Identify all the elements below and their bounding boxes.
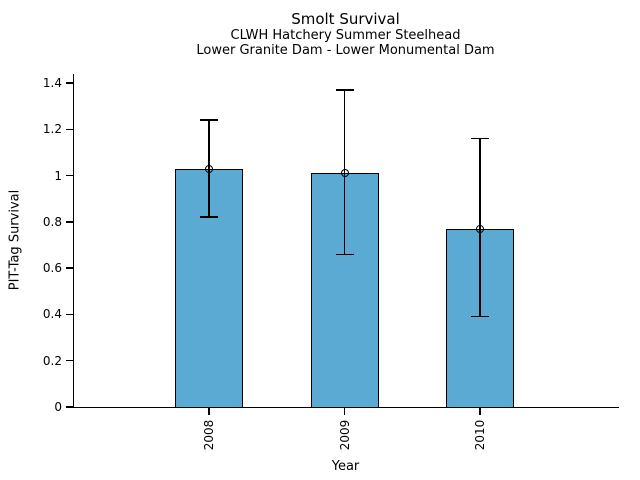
y-axis-label: PIT-Tag Survival (7, 189, 23, 291)
y-tick (66, 359, 73, 362)
y-tick (66, 221, 73, 223)
x-tick (479, 408, 481, 415)
error-bar-cap-top (471, 137, 489, 140)
chart-subtitle-line1: CLWH Hatchery Summer Steelhead (230, 28, 461, 43)
x-tick-label: 2010 (473, 419, 487, 451)
y-tick-label: 0.6 (42, 261, 62, 276)
chart-title: Smolt Survival (291, 10, 400, 28)
y-tick-label: 1.2 (42, 122, 62, 137)
bar (310, 173, 379, 408)
chart-subtitle-line2: Lower Granite Dam - Lower Monumental Dam (196, 43, 495, 58)
data-point-marker (476, 224, 484, 233)
x-axis-label: Year (331, 459, 360, 474)
y-tick (66, 82, 73, 84)
data-point-marker (340, 169, 349, 178)
data-point-marker (205, 164, 213, 173)
error-bar-cap-top (200, 119, 218, 121)
y-axis-line (72, 74, 74, 408)
error-bar-cap-top (335, 89, 354, 91)
y-tick (66, 174, 73, 177)
y-tick (66, 406, 73, 408)
y-tick-label: 0 (54, 400, 62, 414)
bar (175, 168, 243, 408)
y-tick (66, 128, 73, 131)
x-tick (343, 408, 346, 415)
error-bar-cap-bottom (471, 315, 489, 318)
y-tick (66, 313, 73, 316)
y-tick (66, 267, 73, 269)
y-tick-label: 1 (54, 168, 62, 183)
y-tick-label: 0.4 (42, 307, 62, 322)
error-bar-cap-bottom (335, 253, 354, 255)
y-tick-label: 0.2 (42, 353, 62, 368)
y-tick-label: 1.4 (42, 76, 62, 90)
x-tick (208, 408, 210, 415)
x-tick-label: 2009 (337, 419, 352, 451)
error-bar-cap-bottom (200, 216, 218, 218)
y-tick-label: 0.8 (42, 214, 62, 229)
x-tick-label: 2008 (202, 419, 216, 451)
